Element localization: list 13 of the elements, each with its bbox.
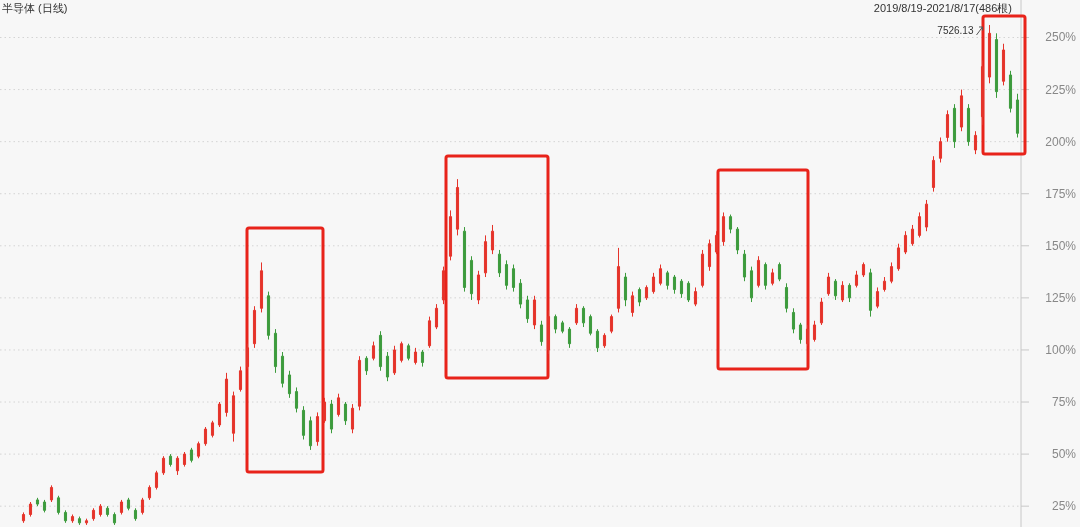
y-tick-label: 200% [1045,134,1077,149]
y-tick-label: 125% [1045,290,1077,305]
chart-title: 半导体 (日线) [2,2,68,14]
y-tick-label: 100% [1045,342,1077,357]
y-tick-label: 50% [1051,447,1077,462]
y-tick-label: 150% [1045,238,1077,253]
annotation: 2019/8/19-2021/8/17(486根) [873,2,1012,14]
y-tick-label: 175% [1045,186,1077,201]
annotation: 7526.13 [937,25,974,36]
y-tick-label: 75% [1051,395,1077,410]
y-tick-label: 25% [1051,499,1077,514]
y-tick-label: 225% [1045,82,1077,97]
y-tick-label: 250% [1045,30,1077,45]
